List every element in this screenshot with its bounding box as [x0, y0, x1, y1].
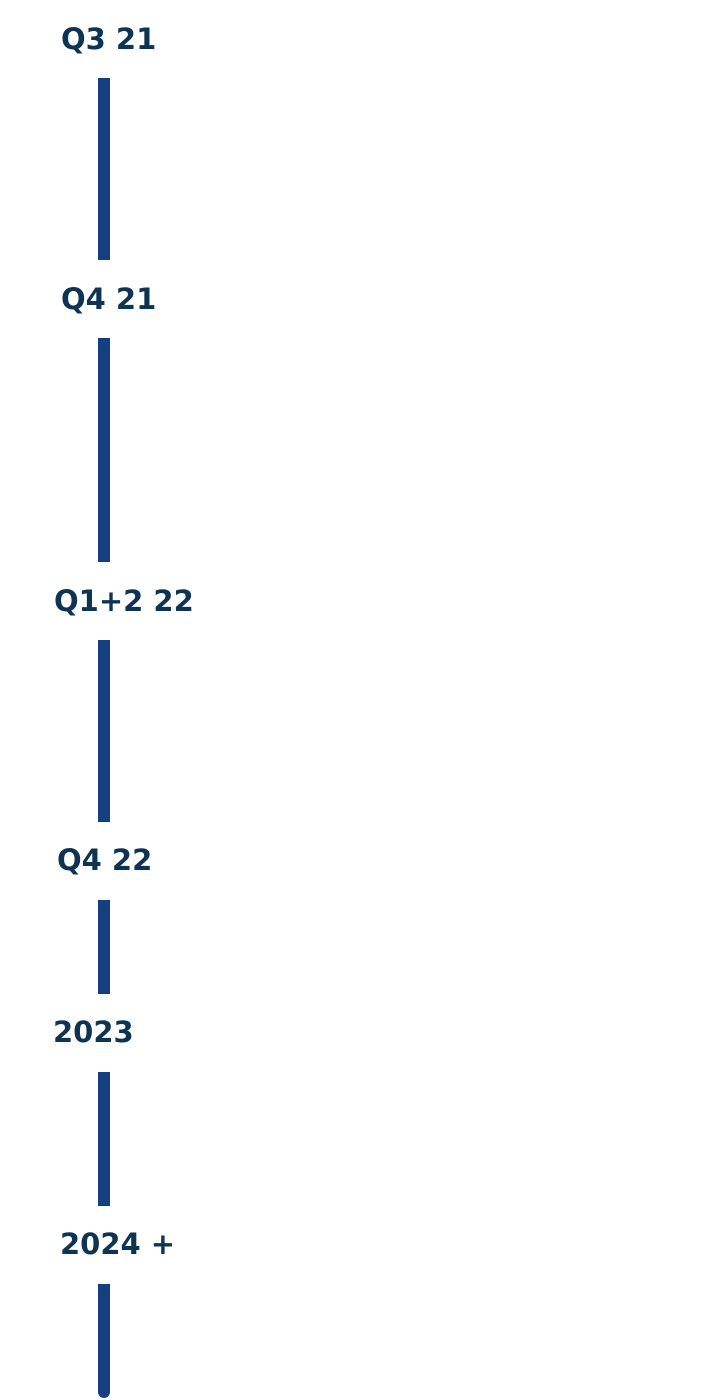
timeline-connector [98, 900, 110, 994]
timeline-connector [98, 640, 110, 822]
milestone-label-q4-22: Q4 22 [57, 843, 153, 877]
milestone-label-q1-2-22: Q1+2 22 [54, 584, 194, 618]
timeline-connector [98, 338, 110, 562]
milestone-label-2024-plus: 2024 + [60, 1227, 176, 1261]
timeline-connector [98, 78, 110, 260]
milestone-label-q3-21: Q3 21 [61, 22, 157, 56]
timeline-connector [98, 1072, 110, 1206]
timeline-connector [98, 1284, 110, 1398]
milestone-label-q4-21: Q4 21 [61, 282, 157, 316]
milestone-label-2023: 2023 [53, 1015, 134, 1049]
